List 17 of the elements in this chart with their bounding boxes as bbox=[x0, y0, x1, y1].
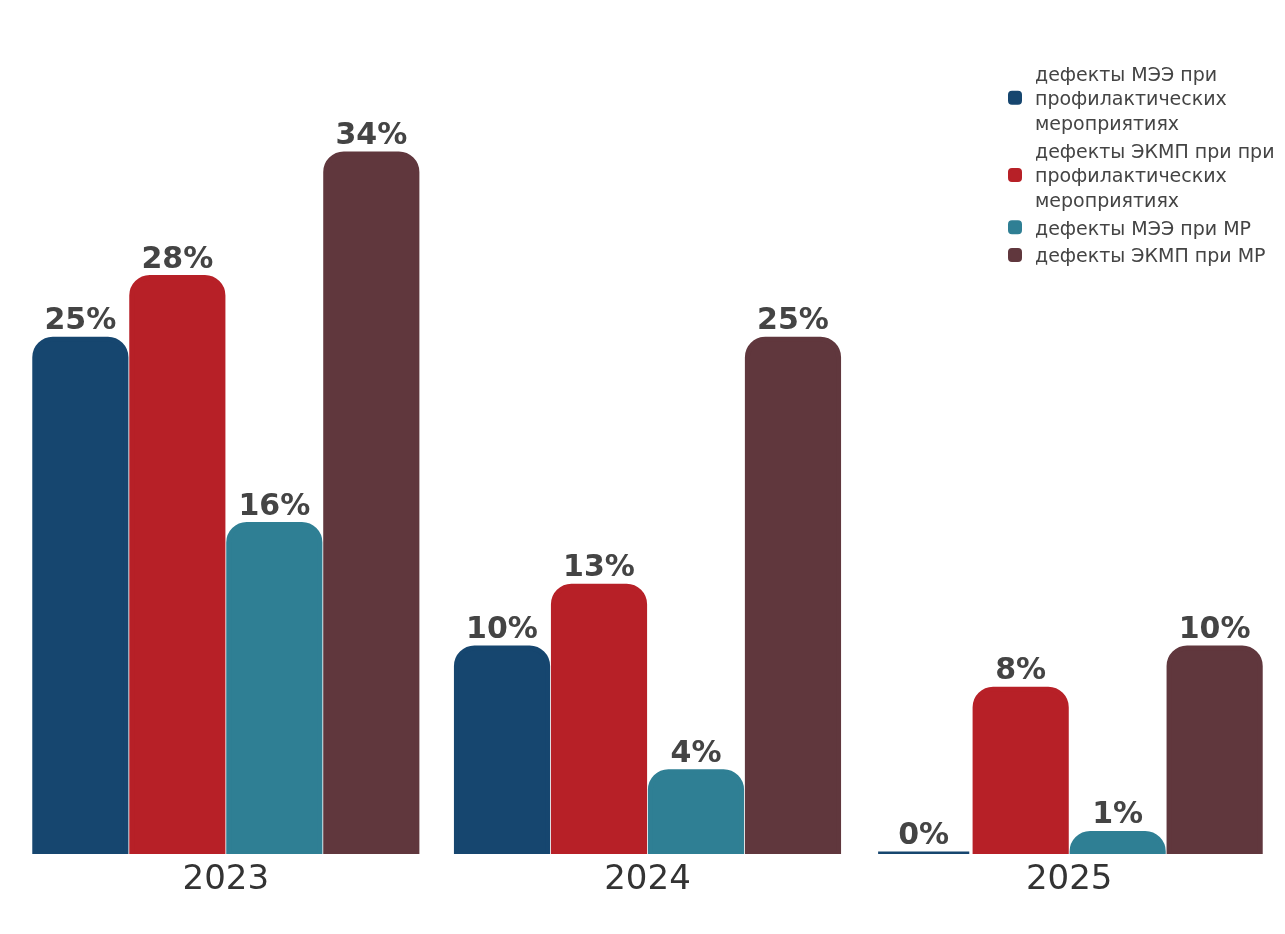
legend-label: дефекты ЭКМП при МР bbox=[1035, 244, 1266, 267]
data-label: 8% bbox=[995, 651, 1047, 687]
data-label: 25% bbox=[757, 301, 829, 337]
data-label: 4% bbox=[670, 733, 722, 769]
x-tick-label: 2025 bbox=[1025, 857, 1113, 897]
x-tick-label: 2023 bbox=[182, 857, 270, 897]
data-label: 28% bbox=[141, 239, 214, 275]
data-label: 10% bbox=[466, 610, 538, 646]
data-label: 34% bbox=[335, 116, 408, 151]
data-label: 25% bbox=[44, 301, 117, 337]
x-tick-label: 2024 bbox=[604, 857, 691, 897]
data-label: 0% bbox=[898, 816, 950, 851]
data-label: 16% bbox=[238, 486, 311, 522]
data-label: 1% bbox=[1092, 795, 1144, 831]
legend-label: дефекты МЭЭ при МР bbox=[1035, 216, 1252, 239]
data-label: 13% bbox=[563, 548, 635, 584]
data-label: 10% bbox=[1178, 610, 1251, 646]
